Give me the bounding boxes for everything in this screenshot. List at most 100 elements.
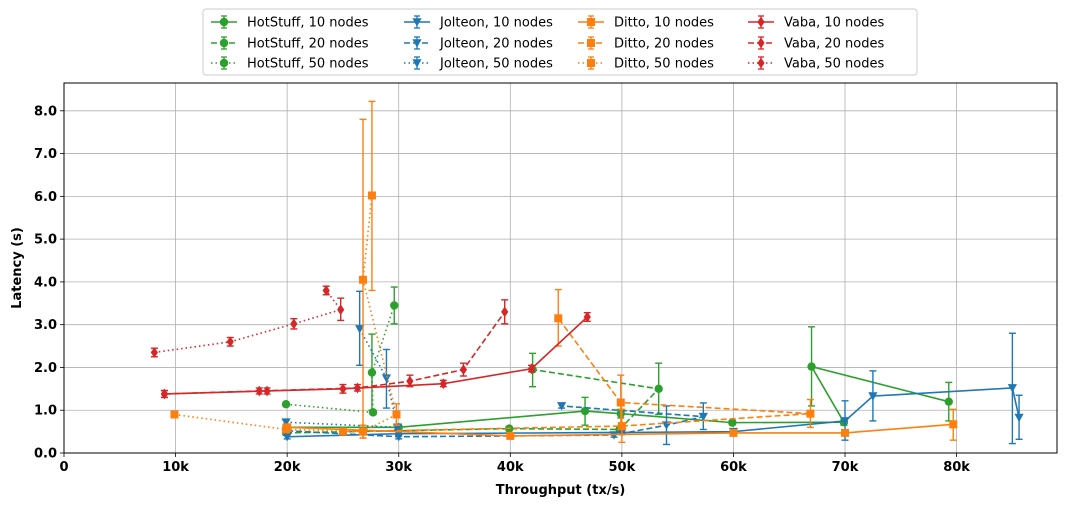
legend-label: Jolteon, 10 nodes [439, 16, 553, 31]
series-11-marker-1 [226, 336, 234, 348]
series-3-marker-5 [868, 392, 878, 401]
series-4-marker-6 [557, 402, 567, 411]
legend-entry-5: Jolteon, 50 nodes [404, 56, 553, 72]
y-tick-label: 7.0 [34, 147, 57, 162]
series-10-marker-5 [501, 306, 509, 318]
legend-11-marker-0 [757, 57, 765, 69]
legend-label: HotStuff, 20 nodes [247, 37, 369, 52]
series-10-marker-4 [459, 364, 468, 375]
series-7-marker-4 [554, 314, 563, 323]
legend-entry-9: Vaba, 10 nodes [748, 15, 884, 31]
series-10-marker-2 [353, 382, 362, 394]
series-0-marker-4 [728, 418, 737, 427]
plot-frame [63, 82, 1058, 454]
legend-entry-4: Jolteon, 20 nodes [404, 36, 553, 52]
series-2-marker-3 [390, 301, 399, 310]
series-11-marker-0 [150, 347, 158, 358]
series-8-marker-5 [367, 191, 376, 200]
legend-2-marker-0 [219, 58, 229, 68]
series-7-marker-3 [616, 398, 625, 407]
legend-entry-10: Vaba, 20 nodes [748, 36, 884, 52]
series-layer [150, 100, 1024, 446]
series-6-marker-3 [841, 428, 850, 437]
x-tick-label: 0 [59, 460, 68, 475]
series-10-marker-1 [255, 385, 263, 397]
y-tick-label: 4.0 [34, 275, 57, 290]
series-10-marker-3 [406, 375, 414, 387]
legend-8-marker-0 [587, 59, 595, 67]
series-7-line [342, 317, 811, 433]
series-7 [338, 288, 815, 444]
series-8-marker-1 [282, 425, 291, 434]
series-6-marker-1 [506, 431, 515, 440]
legend-entry-11: Vaba, 50 nodes [748, 56, 884, 72]
grid [63, 83, 1057, 454]
series-7-marker-1 [617, 422, 626, 431]
x-tick-label: 30k [385, 460, 412, 475]
series-4 [282, 402, 708, 446]
series-11-line [154, 289, 343, 354]
legend-4-marker-0 [412, 39, 422, 48]
series-0-marker-7 [944, 397, 953, 406]
series-4-marker-3 [609, 431, 619, 440]
legend-entry-2: HotStuff, 50 nodes [211, 56, 369, 72]
legend-entry-7: Ditto, 20 nodes [578, 36, 714, 52]
series-9-marker-2 [339, 383, 347, 395]
x-tick-label: 40k [497, 460, 524, 475]
series-1 [281, 352, 663, 438]
series-5-marker-0 [281, 418, 291, 427]
axis-ticks: 0 10k 20k 30k 40k 50k 60k 70k 80k 0.0 1.0 2.0 3.0 4.0… [34, 104, 970, 475]
series-9-marker-3 [439, 378, 447, 390]
series-11-marker-2 [290, 318, 298, 330]
series-6-marker-2 [729, 428, 738, 437]
series-9-marker-5 [583, 311, 591, 323]
series-3-marker-6 [1007, 384, 1017, 393]
legend-label: HotStuff, 10 nodes [247, 16, 369, 31]
y-tick-label: 6.0 [34, 190, 57, 205]
y-tick-label: 0.0 [34, 447, 57, 462]
series-6-marker-4 [949, 420, 958, 429]
series-8 [170, 100, 401, 439]
legend-label: Ditto, 20 nodes [614, 37, 714, 52]
series-5-marker-2 [381, 374, 392, 383]
legend-entry-1: HotStuff, 20 nodes [211, 36, 369, 52]
series-8-marker-4 [359, 275, 368, 284]
series-8-marker-3 [392, 410, 401, 419]
legend-label: Ditto, 50 nodes [614, 57, 714, 72]
legend-9-marker-0 [757, 16, 765, 28]
legend-10-marker-0 [757, 37, 765, 49]
y-tick-label: 5.0 [34, 233, 57, 248]
series-3-marker-0 [282, 432, 292, 442]
legend-label: Vaba, 50 nodes [784, 57, 884, 72]
legend-entry-0: HotStuff, 10 nodes [211, 15, 369, 31]
legend-label: Jolteon, 20 nodes [439, 37, 553, 52]
x-tick-label: 60k [720, 460, 747, 475]
legend-entry-3: Jolteon, 10 nodes [404, 15, 553, 31]
legend-box [202, 8, 918, 76]
series-3-marker-4 [840, 417, 850, 426]
series-2-marker-1 [368, 408, 378, 417]
legend-label: HotStuff, 50 nodes [247, 57, 369, 72]
series-4-marker-5 [698, 412, 708, 422]
series-0 [282, 326, 953, 432]
series-3-marker-7 [1014, 413, 1024, 423]
y-tick-label: 1.0 [34, 404, 57, 419]
y-tick-label: 2.0 [34, 361, 57, 376]
legend: HotStuff, 10 nodes HotStuff, 20 nodes HotS… [202, 8, 918, 76]
series-2-marker-2 [367, 368, 377, 377]
y-tick-label: 8.0 [34, 104, 57, 119]
series-10-line [164, 311, 506, 395]
legend-entry-8: Ditto, 50 nodes [578, 56, 714, 72]
x-axis-label: Throughput (tx/s) [496, 483, 626, 498]
x-tick-label: 80k [943, 460, 970, 475]
series-7-marker-2 [806, 409, 815, 418]
series-0-marker-6 [807, 362, 816, 371]
legend-label: Vaba, 20 nodes [784, 37, 884, 52]
y-tick-label: 3.0 [34, 318, 57, 333]
series-11-marker-4 [322, 285, 330, 296]
series-4-marker-1 [394, 432, 404, 442]
legend-entry-6: Ditto, 10 nodes [578, 15, 714, 31]
legend-3-marker-0 [412, 18, 422, 27]
